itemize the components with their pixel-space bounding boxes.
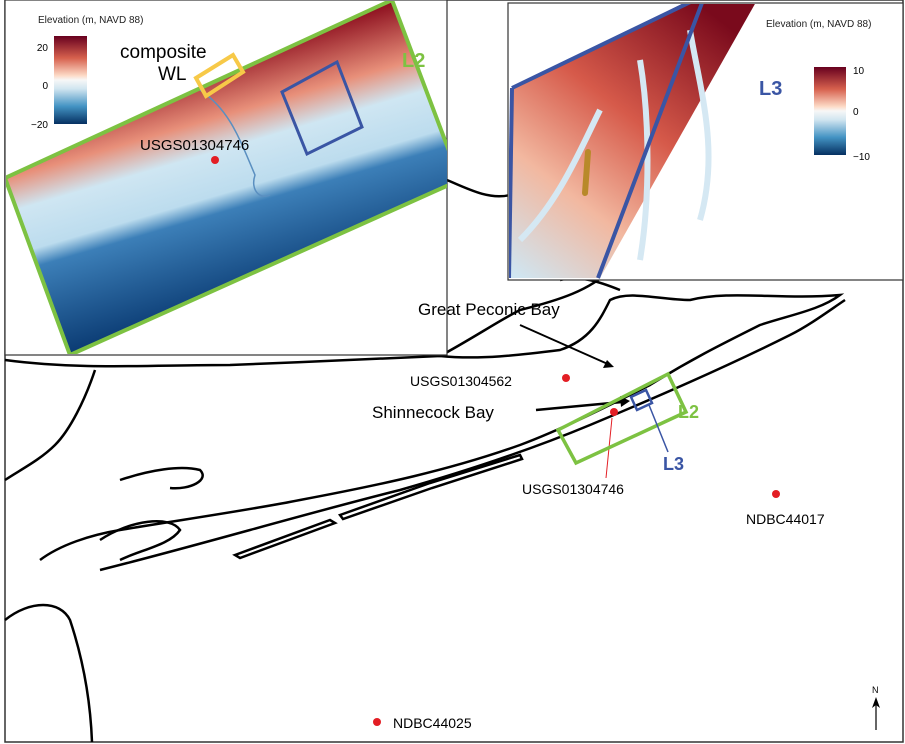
l2-tick-neg20: −20 <box>31 120 48 131</box>
inlet-channel <box>199 89 271 197</box>
composite-label-2: WL <box>158 64 187 85</box>
new-jersey-coast <box>4 603 94 743</box>
long-island-south-shore <box>99 298 846 572</box>
l3-label-main: L3 <box>663 454 684 474</box>
l3-box-main <box>629 388 654 412</box>
great-peconic-bay-label: Great Peconic Bay <box>418 300 560 319</box>
north-label: N <box>872 685 879 695</box>
l2-gauge-label: USGS01304746 <box>140 137 249 154</box>
l3-label: L3 <box>759 78 782 100</box>
l3-colorbar-title: Elevation (m, NAVD 88) <box>766 19 871 30</box>
l3-colorbar <box>814 67 846 155</box>
figure-frame <box>4 0 904 743</box>
main-annotations: Great Peconic Bay Shinnecock Bay USGS013… <box>372 300 880 731</box>
l2-colorbar-title: Elevation (m, NAVD 88) <box>38 15 143 26</box>
composite-label-1: composite <box>120 42 207 63</box>
barrier-island-mid <box>337 453 524 521</box>
coastlines <box>4 178 846 743</box>
l2-label-main: L2 <box>678 402 699 422</box>
l2-domain-box <box>6 1 447 354</box>
north-arrow: N <box>872 685 880 730</box>
inset-l3: Elevation (m, NAVD 88) 10 0 −10 L3 <box>507 2 904 281</box>
north-arrow-icon <box>872 697 880 708</box>
jamaica-bay <box>119 466 204 490</box>
l3-creeks <box>517 29 712 261</box>
station-marker-usgs01304746 <box>610 408 618 416</box>
station-label-usgs01304562: USGS01304562 <box>410 373 512 389</box>
station-label-ndbc44017: NDBC44017 <box>746 511 825 527</box>
western-shoreline <box>4 369 97 482</box>
barrier-island-west <box>232 518 338 560</box>
l3-tick-10: 10 <box>853 66 865 77</box>
composite-wl-transect <box>582 149 591 196</box>
l3-tick-neg10: −10 <box>853 152 870 163</box>
l3-domain-box <box>596 4 704 279</box>
long-island-north-shore <box>4 293 845 562</box>
station-marker-ndbc44017 <box>772 490 780 498</box>
l2-colorbar <box>54 36 87 124</box>
station-label-ndbc44025: NDBC44025 <box>393 715 472 731</box>
l3-tick-0: 0 <box>853 107 859 118</box>
station-marker-usgs01304562 <box>562 374 570 382</box>
shinnecock-bay-label: Shinnecock Bay <box>372 403 494 422</box>
composite-wl-box <box>193 52 246 99</box>
l2-gauge-marker <box>211 156 219 164</box>
station-marker-ndbc44025 <box>373 718 381 726</box>
l3-elevation <box>509 4 755 278</box>
l3-box-in-l2 <box>280 59 364 157</box>
l2-tick-20: 20 <box>37 43 49 54</box>
l2-tick-0: 0 <box>42 81 48 92</box>
staten-island-shore <box>99 520 182 562</box>
l2-label: L2 <box>402 50 425 72</box>
l2-box-main <box>555 371 689 466</box>
station-label-usgs01304746: USGS01304746 <box>522 481 624 497</box>
peconic-arrow <box>603 360 614 368</box>
inset-l2: Elevation (m, NAVD 88) 20 0 −20 composit… <box>4 0 448 356</box>
